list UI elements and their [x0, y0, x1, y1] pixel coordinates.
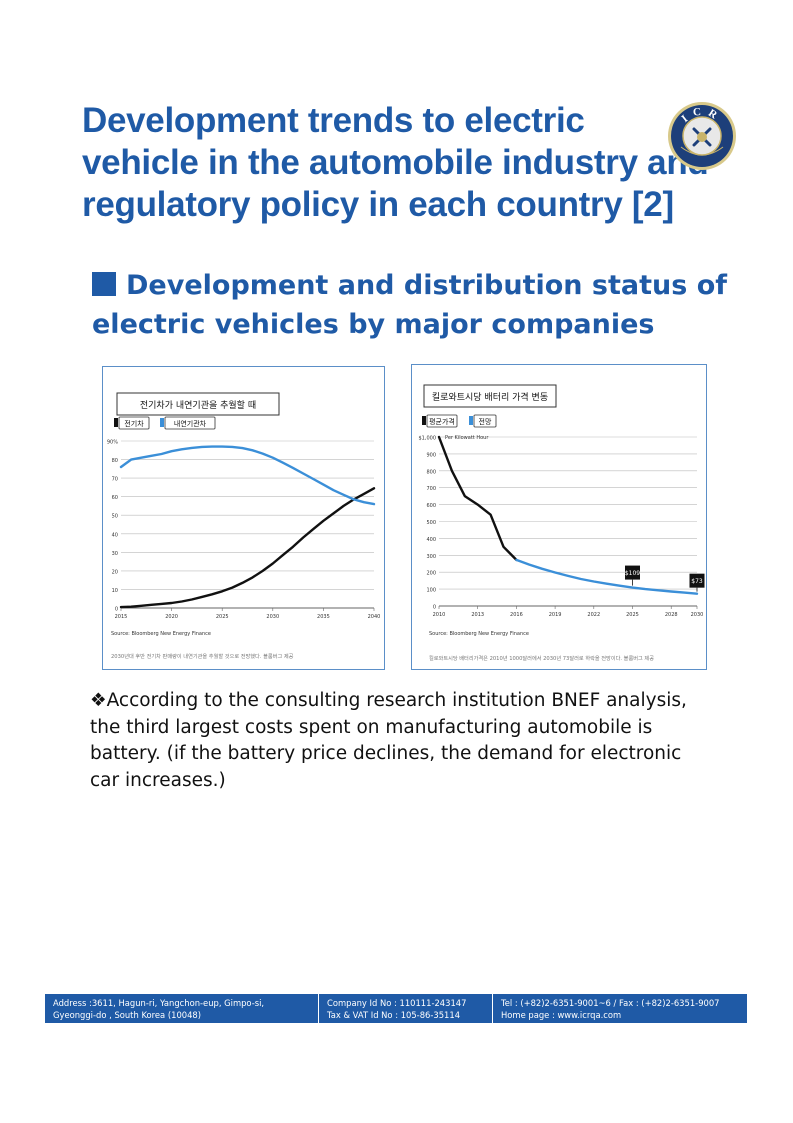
legend-swatch: [114, 418, 118, 427]
y-tick-label: 0: [115, 607, 118, 613]
series-line-내연기관차: [119, 445, 376, 506]
series-line-전망: [515, 558, 699, 595]
x-tick-label: 2040: [368, 614, 381, 620]
heading-line: Development and distribution status of: [126, 270, 728, 301]
y-tick-label: 60: [112, 495, 118, 501]
y-tick-label: $1,000: [419, 436, 437, 442]
series-line-전기차: [119, 487, 376, 609]
chart-caption: 2030년대 후반 전기차 판매량이 내연기관을 추월할 것으로 전망했다. 블…: [111, 652, 294, 660]
y-tick-label: 30: [112, 551, 118, 557]
legend-label: 전망: [479, 417, 492, 426]
company-line: Company Id No : 110111-243147: [327, 998, 467, 1008]
title-line: vehicle in the automobile industry and: [82, 143, 709, 182]
legend-label: 평균가격: [429, 417, 455, 426]
note-line: battery. (if the battery price declines,…: [90, 743, 682, 764]
note-line: ❖According to the consulting research in…: [90, 690, 687, 711]
legend-box: [426, 414, 458, 428]
y-tick-label: 80: [112, 458, 118, 464]
analysis-note: ❖According to the consulting research in…: [90, 688, 730, 794]
x-tick-label: 2016: [510, 612, 523, 618]
footer-bar: Address :3611, Hagun-ri, Yangchon-eup, G…: [45, 994, 747, 1023]
x-tick-label: 2035: [317, 614, 330, 620]
company-line: Tax & VAT Id No : 105-86-35114: [327, 1010, 461, 1020]
y-tick-label: 400: [426, 537, 436, 543]
value-badge: [689, 573, 705, 588]
footer-address: Address :3611, Hagun-ri, Yangchon-eup, G…: [45, 994, 319, 1023]
chart-source: Source: Bloomberg New Energy Finance: [111, 631, 211, 637]
y-tick-label: 200: [426, 571, 436, 577]
chart-caption: 킬로와트시당 배터리가격은 2010년 1000달러에서 2030년 73달러로…: [429, 654, 654, 662]
y-axis-label: Per Kilowatt Hour: [445, 435, 489, 441]
y-tick-label: 0: [433, 605, 436, 611]
y-tick-label: 800: [426, 469, 436, 475]
page-title: Development trends to electric vehicle i…: [82, 100, 709, 226]
x-tick-label: 2015: [115, 614, 128, 620]
legend-label: 내연기관차: [174, 419, 207, 428]
address-line: Address :3611, Hagun-ri, Yangchon-eup, G…: [53, 998, 265, 1008]
contact-line: Tel : (+82)2-6351-9001~6 / Fax : (+82)2-…: [501, 998, 720, 1008]
contact-line: Home page : www.icrqa.com: [501, 1010, 622, 1020]
x-tick-label: 2025: [626, 612, 639, 618]
title-line: regulatory policy in each country [2]: [82, 185, 674, 224]
section-heading: Development and distribution status of e…: [92, 266, 732, 344]
y-tick-label: 500: [426, 520, 436, 526]
icr-logo: ICR: [667, 101, 737, 171]
value-badge-label: $109: [625, 570, 640, 577]
series-line-평균가격: [437, 435, 518, 562]
x-tick-label: 2025: [216, 614, 229, 620]
x-tick-label: 2022: [587, 612, 600, 618]
chart-title: 킬로와트시당 배터리 가격 변동: [432, 391, 548, 403]
legend-swatch: [469, 416, 473, 425]
legend-swatch: [160, 418, 164, 427]
y-tick-label: 40: [112, 532, 118, 538]
x-tick-label: 2013: [471, 612, 484, 618]
x-tick-label: 2010: [433, 612, 446, 618]
chart-source: Source: Bloomberg New Energy Finance: [429, 631, 529, 637]
footer-company: Company Id No : 110111-243147 Tax & VAT …: [319, 994, 493, 1023]
bullet-square-icon: [92, 272, 116, 296]
y-tick-label: 90%: [107, 440, 118, 446]
legend-box: [118, 416, 150, 430]
y-tick-label: 600: [426, 503, 436, 509]
x-tick-label: 2030: [266, 614, 279, 620]
y-tick-label: 100: [426, 588, 436, 594]
x-tick-label: 2020: [165, 614, 178, 620]
chart-title: 전기차가 내연기관을 추월할 때: [140, 399, 256, 411]
legend-box: [164, 416, 216, 430]
y-tick-label: 700: [426, 486, 436, 492]
x-tick-label: 2030: [691, 612, 704, 618]
y-tick-label: 900: [426, 452, 436, 458]
chart-title-box: [423, 384, 557, 408]
value-badge: [625, 565, 640, 580]
note-line: car increases.): [90, 769, 226, 791]
chart-title-box: [116, 392, 280, 416]
x-tick-label: 2019: [549, 612, 562, 618]
legend-box: [473, 414, 497, 428]
ev-vs-ice-chart: 전기차가 내연기관을 추월할 때 전기차 내연기관차 0 10 20 30 40 50 60 70 8…: [102, 366, 385, 670]
value-badge-label: $73: [691, 578, 703, 585]
y-tick-label: 20: [112, 569, 118, 575]
legend-label: 전기차: [124, 419, 144, 428]
y-tick-label: 300: [426, 554, 436, 560]
x-tick-label: 2028: [665, 612, 678, 618]
y-tick-label: 50: [112, 514, 118, 520]
title-line: Development trends to electric: [82, 101, 585, 140]
heading-line: electric vehicles by major companies: [92, 309, 655, 340]
note-line: the third largest costs spent on manufac…: [90, 716, 653, 738]
legend-swatch: [422, 416, 426, 425]
y-tick-label: 70: [112, 477, 118, 483]
y-tick-label: 10: [112, 588, 118, 594]
address-line: Gyeonggi-do , South Korea (10048): [53, 1010, 202, 1020]
footer-contact: Tel : (+82)2-6351-9001~6 / Fax : (+82)2-…: [493, 994, 747, 1023]
